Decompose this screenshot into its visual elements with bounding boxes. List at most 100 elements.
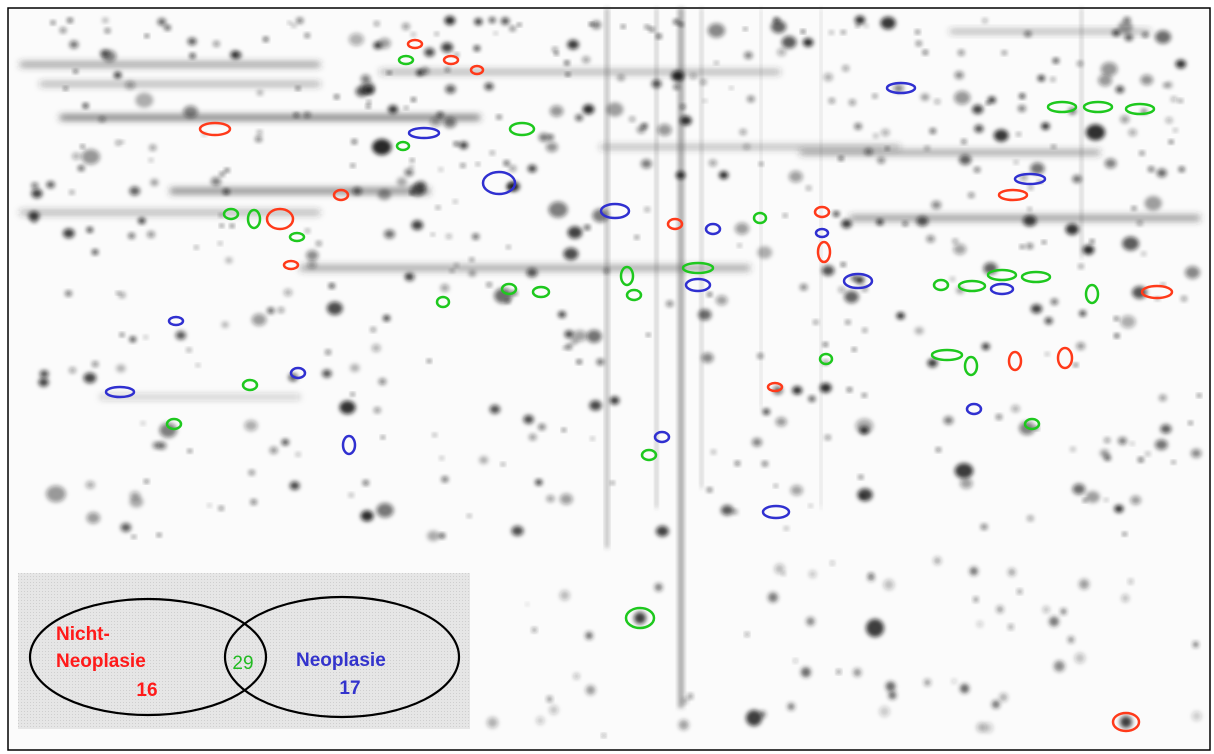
gel-spot [589,400,601,410]
gel-spot [768,592,778,602]
gel-spot [813,320,818,324]
gel-spot [135,93,153,108]
gel-spot [99,117,106,123]
gel-spot [690,73,697,79]
gel-spot [666,301,673,307]
gel-spot [176,331,186,340]
gel-spot [1061,609,1067,615]
gel-spot [384,230,395,239]
gel-spot [1070,447,1075,452]
gel-spot [1105,159,1117,169]
gel-spot [86,481,95,488]
gel-spot [1019,94,1025,99]
gel-spot [440,456,444,460]
gel-spot [1027,516,1033,521]
gel-spot [700,79,706,84]
gel-spot [857,489,872,502]
gel-spot [372,344,381,351]
gel-spot [1114,317,1118,321]
gel-spot [490,151,495,155]
gel-spot [1090,240,1094,243]
gel-spot [353,187,362,195]
gel-spot [801,667,811,677]
gel-spot [366,105,370,108]
gel-spot [924,679,931,686]
gel-spot [431,233,435,236]
gel-spot [852,348,856,351]
gel-spot [1179,167,1185,172]
gel-spot [292,24,297,28]
gel-spot [72,153,80,160]
gel-spot [1171,97,1177,102]
gel-spot [958,50,965,56]
gel-spot [220,172,225,176]
gel-spot [467,514,471,517]
gel-spot [1128,579,1133,584]
gel-spot [211,177,221,185]
gel-spot [208,504,212,507]
gel-spot [885,147,889,150]
gel-spot [70,190,75,194]
gel-spot [820,383,832,393]
gel-spot [1073,484,1086,495]
gel-spot [784,527,788,531]
gel-spot [188,38,197,45]
gel-spot [999,693,1007,701]
gel-spot [1120,116,1129,124]
gel-spot [735,461,740,465]
gel-spot [1079,579,1089,589]
gel-spot [270,447,278,454]
gel-spot [873,134,878,139]
gel-spot [833,211,839,216]
gel-spot [1023,215,1037,226]
gel-spot [856,24,860,27]
gel-spot [923,50,928,54]
gel-spot [782,36,797,48]
gel-spot [374,22,379,26]
gel-spot [732,509,738,514]
gel-spot [1155,440,1168,450]
gel-spot [1197,394,1201,397]
gel-spot [825,435,831,440]
gel-spot [547,495,555,502]
gel-spot [130,491,140,500]
gel-spot [606,102,623,116]
gel-spot [758,354,764,359]
gel-spot [861,495,865,498]
gel-spot [494,32,498,35]
gel-spot [679,720,689,730]
gel-spot [363,480,369,485]
gel-spot [577,360,582,364]
gel-spot [82,149,100,164]
gel-spot [974,597,979,602]
gel-spot [490,405,501,414]
gel-spot [60,28,67,34]
gel-spot [982,343,990,350]
gel-spot [782,572,786,576]
gel-spot [329,284,335,289]
gel-spot [1192,711,1202,721]
gel-spot [527,268,538,277]
gel-spot [566,344,572,349]
gel-spot [1178,99,1182,103]
gel-spot [158,18,167,25]
gel-spot [304,112,311,118]
gel-spot [610,397,620,405]
gel-spot [529,434,536,440]
gel-spot [555,52,559,55]
gel-spot [1077,61,1083,66]
gel-spot [536,717,544,725]
gel-spot [138,218,145,224]
gel-spot [125,81,135,89]
gel-spot [585,632,592,639]
gel-spot [446,234,452,239]
gel-spot [517,23,521,26]
gel-spot [1120,716,1132,728]
gel-spot [953,239,958,243]
gel-spot [926,235,934,242]
gel-spot [149,158,153,162]
gel-spot [996,415,1002,420]
gel-spot [255,136,262,142]
gel-spot [435,32,439,35]
gel-spot [1008,568,1016,576]
